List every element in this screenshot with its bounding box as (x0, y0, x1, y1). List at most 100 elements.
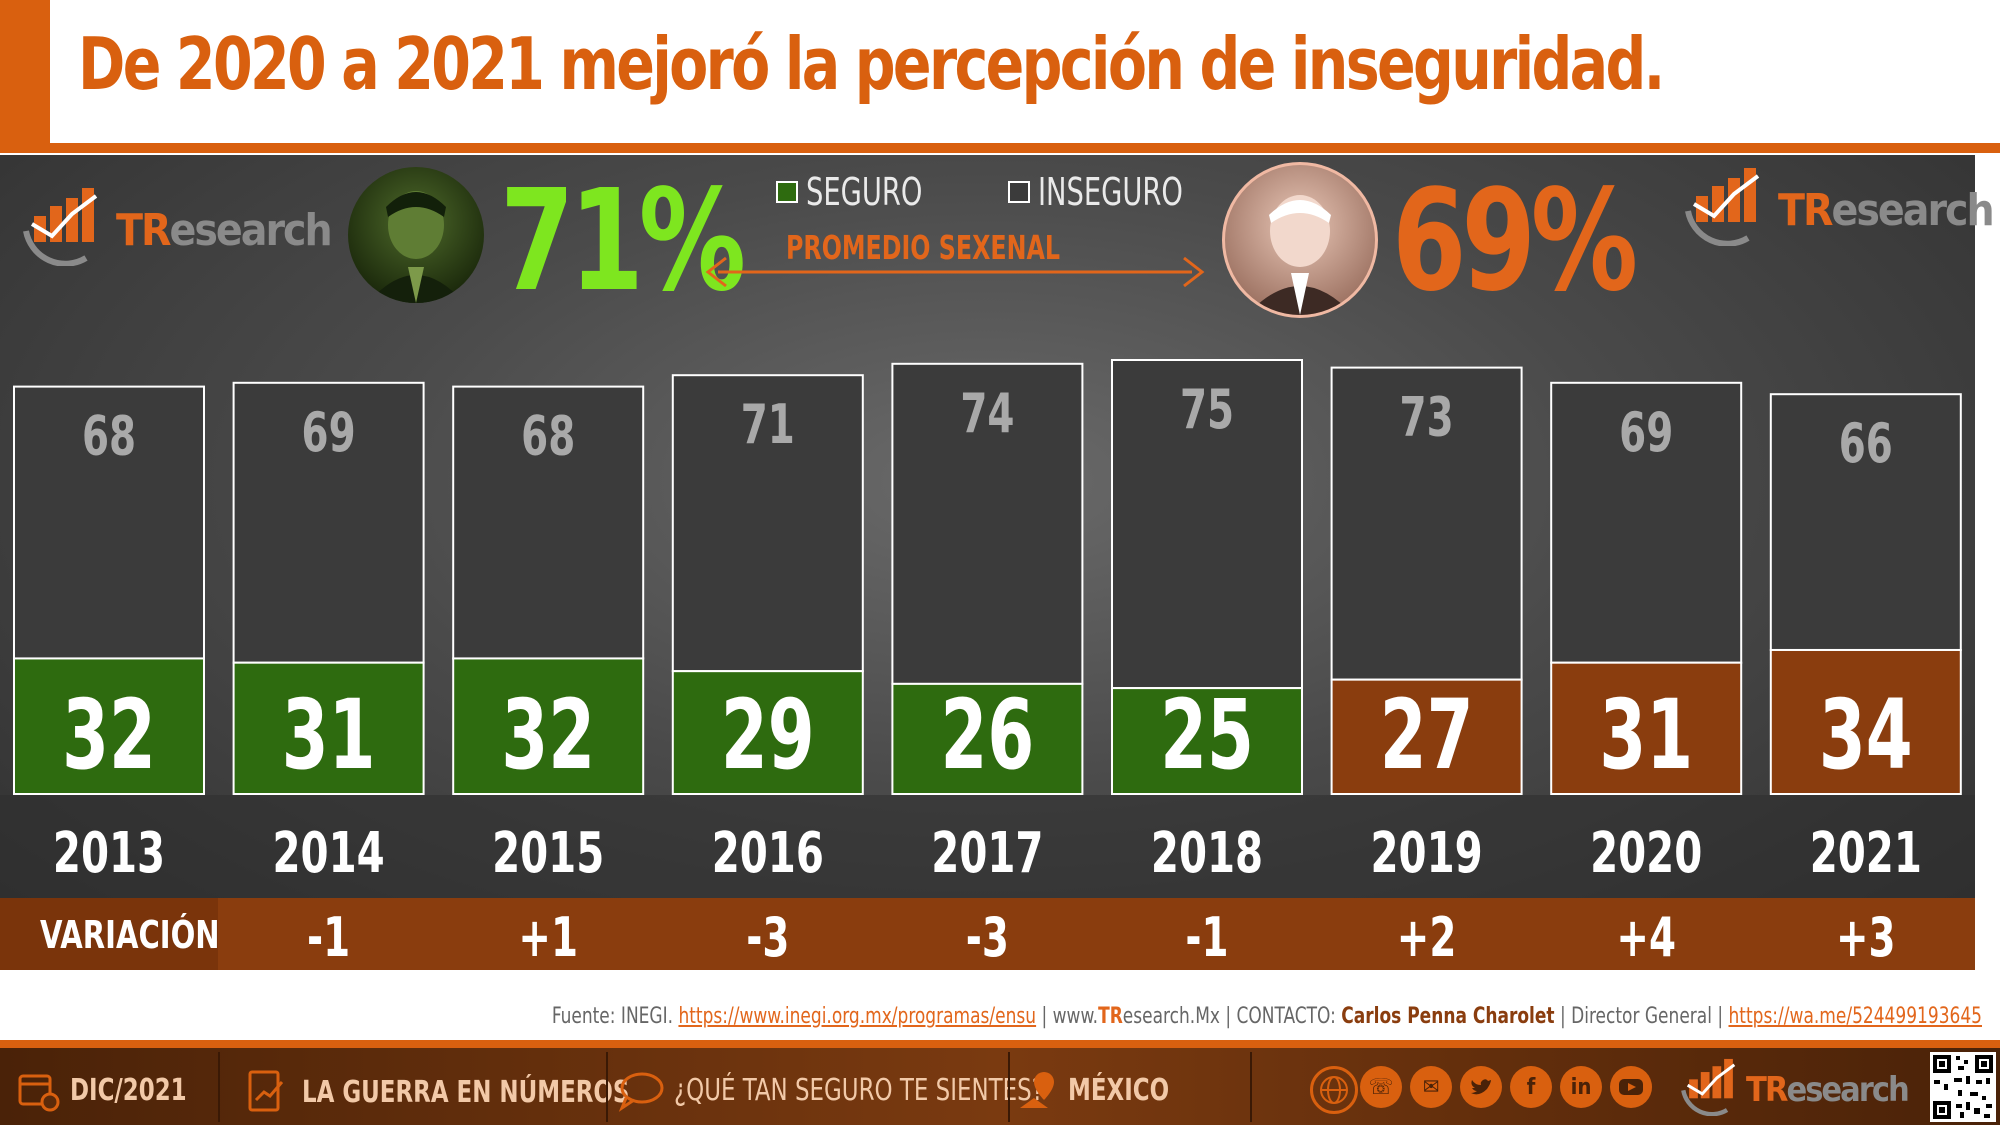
bar-seguro (671, 670, 864, 796)
tick-label-year: 2019 (1371, 820, 1483, 885)
mail-icon[interactable]: ✉ (1410, 1066, 1452, 1108)
bar-seguro (452, 657, 645, 795)
label-variation: +2 (1397, 906, 1457, 969)
footer-accent-line (0, 1040, 2000, 1048)
label-inseguro: 69 (302, 401, 356, 464)
label-variation: -1 (1185, 906, 1228, 969)
page-title: De 2020 a 2021 mejoró la percepción de i… (78, 22, 1665, 106)
header-underline (0, 143, 2000, 153)
label-inseguro: 71 (741, 394, 795, 457)
label-inseguro: 68 (82, 405, 136, 468)
tresearch-logo-text: TResearch (116, 204, 333, 256)
label-seguro: 31 (1599, 680, 1693, 792)
label-inseguro: 66 (1839, 413, 1893, 476)
label-seguro: 27 (1380, 680, 1474, 792)
map-pin-icon (1020, 1072, 1054, 1108)
linkedin-icon[interactable]: in (1560, 1066, 1602, 1108)
tresearch-logo-icon (1681, 1058, 1736, 1116)
calendar-icon (18, 1074, 60, 1112)
facebook-icon[interactable]: f (1510, 1066, 1552, 1108)
twitter-icon[interactable] (1460, 1066, 1502, 1108)
label-seguro: 32 (501, 680, 595, 792)
portrait-right (1222, 162, 1378, 318)
tick-label-year: 2018 (1151, 820, 1263, 885)
variation-label: VARIACIÓN (40, 913, 220, 957)
bar-inseguro (671, 374, 864, 673)
bar-seguro (1550, 661, 1743, 795)
legend-swatch-inseguro (1008, 181, 1030, 203)
double-arrow (705, 256, 1205, 288)
label-inseguro: 73 (1400, 386, 1454, 449)
footer-separator (218, 1052, 220, 1122)
tresearch-logo-text: TResearch (1778, 184, 1995, 236)
portrait-left (348, 167, 484, 303)
header-accent-bar (0, 0, 50, 143)
label-variation: +1 (518, 906, 578, 969)
tresearch-logo-left: TResearch (16, 176, 333, 266)
tick-label-year: 2015 (492, 820, 604, 885)
tick-label-year: 2013 (53, 820, 165, 885)
label-variation: +3 (1836, 906, 1896, 969)
footer-place: MÉXICO (1018, 1068, 1187, 1112)
speech-bubble-icon (618, 1072, 664, 1112)
legend-inseguro: INSEGURO (1008, 170, 1219, 214)
label-variation: +4 (1616, 906, 1676, 969)
label-seguro: 25 (1160, 680, 1254, 792)
qr-code-icon[interactable] (1930, 1052, 1996, 1122)
bar-inseguro (13, 385, 205, 660)
report-chart-icon (248, 1070, 284, 1112)
source-line: Fuente: INEGI. https://www.inegi.org.mx/… (551, 1004, 1982, 1029)
globe-icon[interactable] (1310, 1066, 1358, 1114)
bar-inseguro (232, 381, 425, 664)
footer-question: ¿QUÉ TAN SEGURO TE SIENTES? (616, 1068, 1109, 1112)
label-seguro: 32 (62, 680, 156, 792)
whatsapp-link[interactable]: https://wa.me/524499193645 (1728, 1004, 1982, 1029)
footer-separator (1250, 1052, 1252, 1122)
tresearch-logo-icon (1685, 168, 1760, 246)
legend-swatch-seguro (776, 181, 798, 203)
phone-icon[interactable]: ☏ (1360, 1066, 1402, 1108)
label-seguro: 34 (1819, 680, 1913, 792)
youtube-icon[interactable] (1610, 1066, 1652, 1108)
bar-seguro (891, 682, 1084, 796)
label-seguro: 26 (941, 680, 1035, 792)
footer-section: LA GUERRA EN NÚMEROS (244, 1068, 687, 1116)
bar-inseguro (1330, 366, 1523, 681)
bar-seguro (13, 657, 205, 795)
footer-date: DIC/2021 (16, 1068, 207, 1112)
bar-inseguro (1769, 393, 1962, 651)
label-variation: -3 (746, 906, 789, 969)
right-average-percent: 69% (1392, 160, 1638, 323)
inegi-link[interactable]: https://www.inegi.org.mx/programas/ensu (678, 1004, 1037, 1029)
label-inseguro: 74 (960, 382, 1014, 445)
year-band (0, 795, 1975, 898)
footer-bar (0, 1048, 2000, 1125)
label-seguro: 31 (282, 680, 376, 792)
tick-label-year: 2016 (712, 820, 824, 885)
tresearch-logo-text: TResearch (1746, 1070, 1910, 1110)
variation-band (0, 898, 1975, 970)
legend-seguro: SEGURO (776, 170, 952, 214)
label-seguro: 29 (721, 680, 815, 792)
variation-label-cell (0, 898, 218, 970)
label-variation: -1 (307, 906, 350, 969)
bar-seguro (232, 661, 425, 795)
label-inseguro: 69 (1619, 401, 1673, 464)
bar-seguro (1769, 648, 1962, 795)
tresearch-logo-icon (23, 188, 98, 266)
footer-separator (606, 1052, 608, 1122)
bar-inseguro (452, 385, 645, 660)
tick-label-year: 2021 (1810, 820, 1922, 885)
bar-seguro (1111, 687, 1303, 795)
label-inseguro: 75 (1180, 378, 1234, 441)
label-variation: -3 (966, 906, 1009, 969)
bar-inseguro (1111, 359, 1303, 690)
bar-inseguro (1550, 381, 1743, 664)
bar-seguro (1330, 678, 1523, 796)
tresearch-logo-footer: TResearch (1676, 1050, 1910, 1116)
label-inseguro: 68 (521, 405, 575, 468)
tresearch-logo-right: TResearch (1678, 156, 1995, 246)
tick-label-year: 2020 (1590, 820, 1702, 885)
left-average-percent: 71% (500, 160, 746, 323)
